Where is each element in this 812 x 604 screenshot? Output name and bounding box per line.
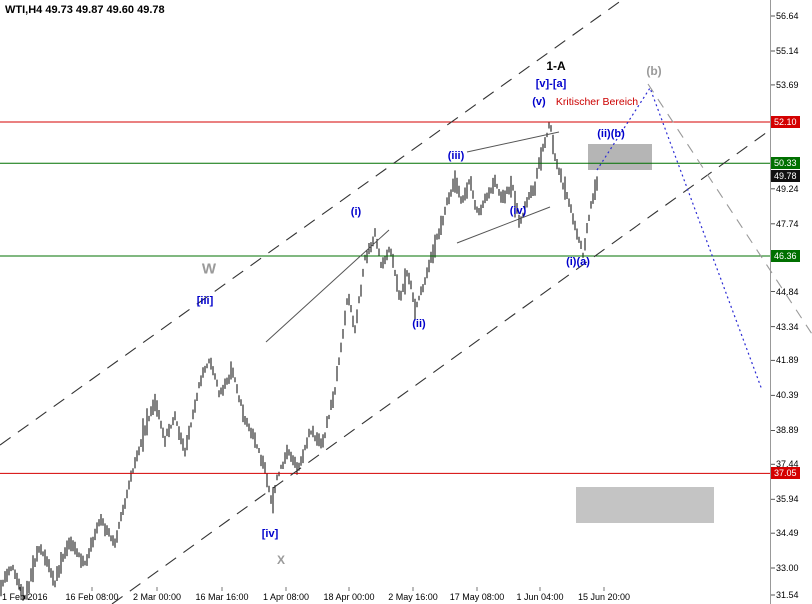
blue-dotted-projection[interactable]: [596, 86, 763, 391]
gray-zone-lower: [576, 487, 714, 523]
time-label-4: 1 Apr 08:00: [262, 592, 310, 602]
price-tick-53.69: 53.69: [776, 79, 799, 90]
price-tick-38.89: 38.89: [776, 425, 799, 436]
wedge-upper-line[interactable]: [466, 131, 560, 153]
price-axis-separator: [770, 0, 771, 604]
time-label-9: 15 Jun 20:00: [577, 592, 631, 602]
price-tag-50.33: 50.33: [771, 157, 800, 170]
price-tick-47.74: 47.74: [776, 218, 799, 229]
price-tick-41.89: 41.89: [776, 355, 799, 366]
time-label-0: 1 Feb 2016: [2, 592, 48, 602]
price-tick-56.64: 56.64: [776, 11, 799, 21]
channel-line-lower[interactable]: [111, 129, 771, 604]
price-tick-44.84: 44.84: [776, 286, 799, 297]
time-label-8: 1 Jun 04:00: [516, 592, 564, 602]
channel-line-upper[interactable]: [0, 0, 623, 446]
time-label-2: 2 Mar 00:00: [132, 592, 182, 602]
price-tag-52.10: 52.10: [771, 116, 800, 128]
time-label-7: 17 May 08:00: [449, 592, 505, 602]
wedge-lower-line[interactable]: [456, 206, 551, 244]
price-tick-43.34: 43.34: [776, 321, 799, 332]
time-label-3: 16 Mar 16:00: [195, 592, 249, 602]
price-tick-49.24: 49.24: [776, 183, 799, 194]
price-tag-37.05: 37.05: [771, 467, 800, 480]
price-tick-34.49: 34.49: [776, 528, 799, 539]
price-tick-40.39: 40.39: [776, 390, 799, 401]
price-tag-49.78: 49.78: [771, 170, 800, 183]
time-label-5: 18 Apr 00:00: [323, 592, 375, 602]
price-tick-33.00: 33.00: [776, 562, 799, 573]
price-tick-35.94: 35.94: [776, 494, 799, 505]
gray-zone-upper: [588, 144, 652, 170]
time-label-6: 2 May 16:00: [388, 592, 438, 602]
time-label-1: 16 Feb 08:00: [65, 592, 119, 602]
chart-title: WTI,H4 49.73 49.87 49.60 49.78: [5, 4, 165, 16]
price-tick-31.54: 31.54: [776, 590, 799, 600]
projection-channel-gray[interactable]: [647, 83, 812, 335]
price-tick-37.44: 37.44: [776, 459, 799, 470]
trendline-support-april[interactable]: [265, 229, 390, 343]
price-tick-55.14: 55.14: [776, 46, 799, 57]
price-bars: [0, 121, 598, 601]
price-tag-46.36: 46.36: [771, 250, 800, 263]
